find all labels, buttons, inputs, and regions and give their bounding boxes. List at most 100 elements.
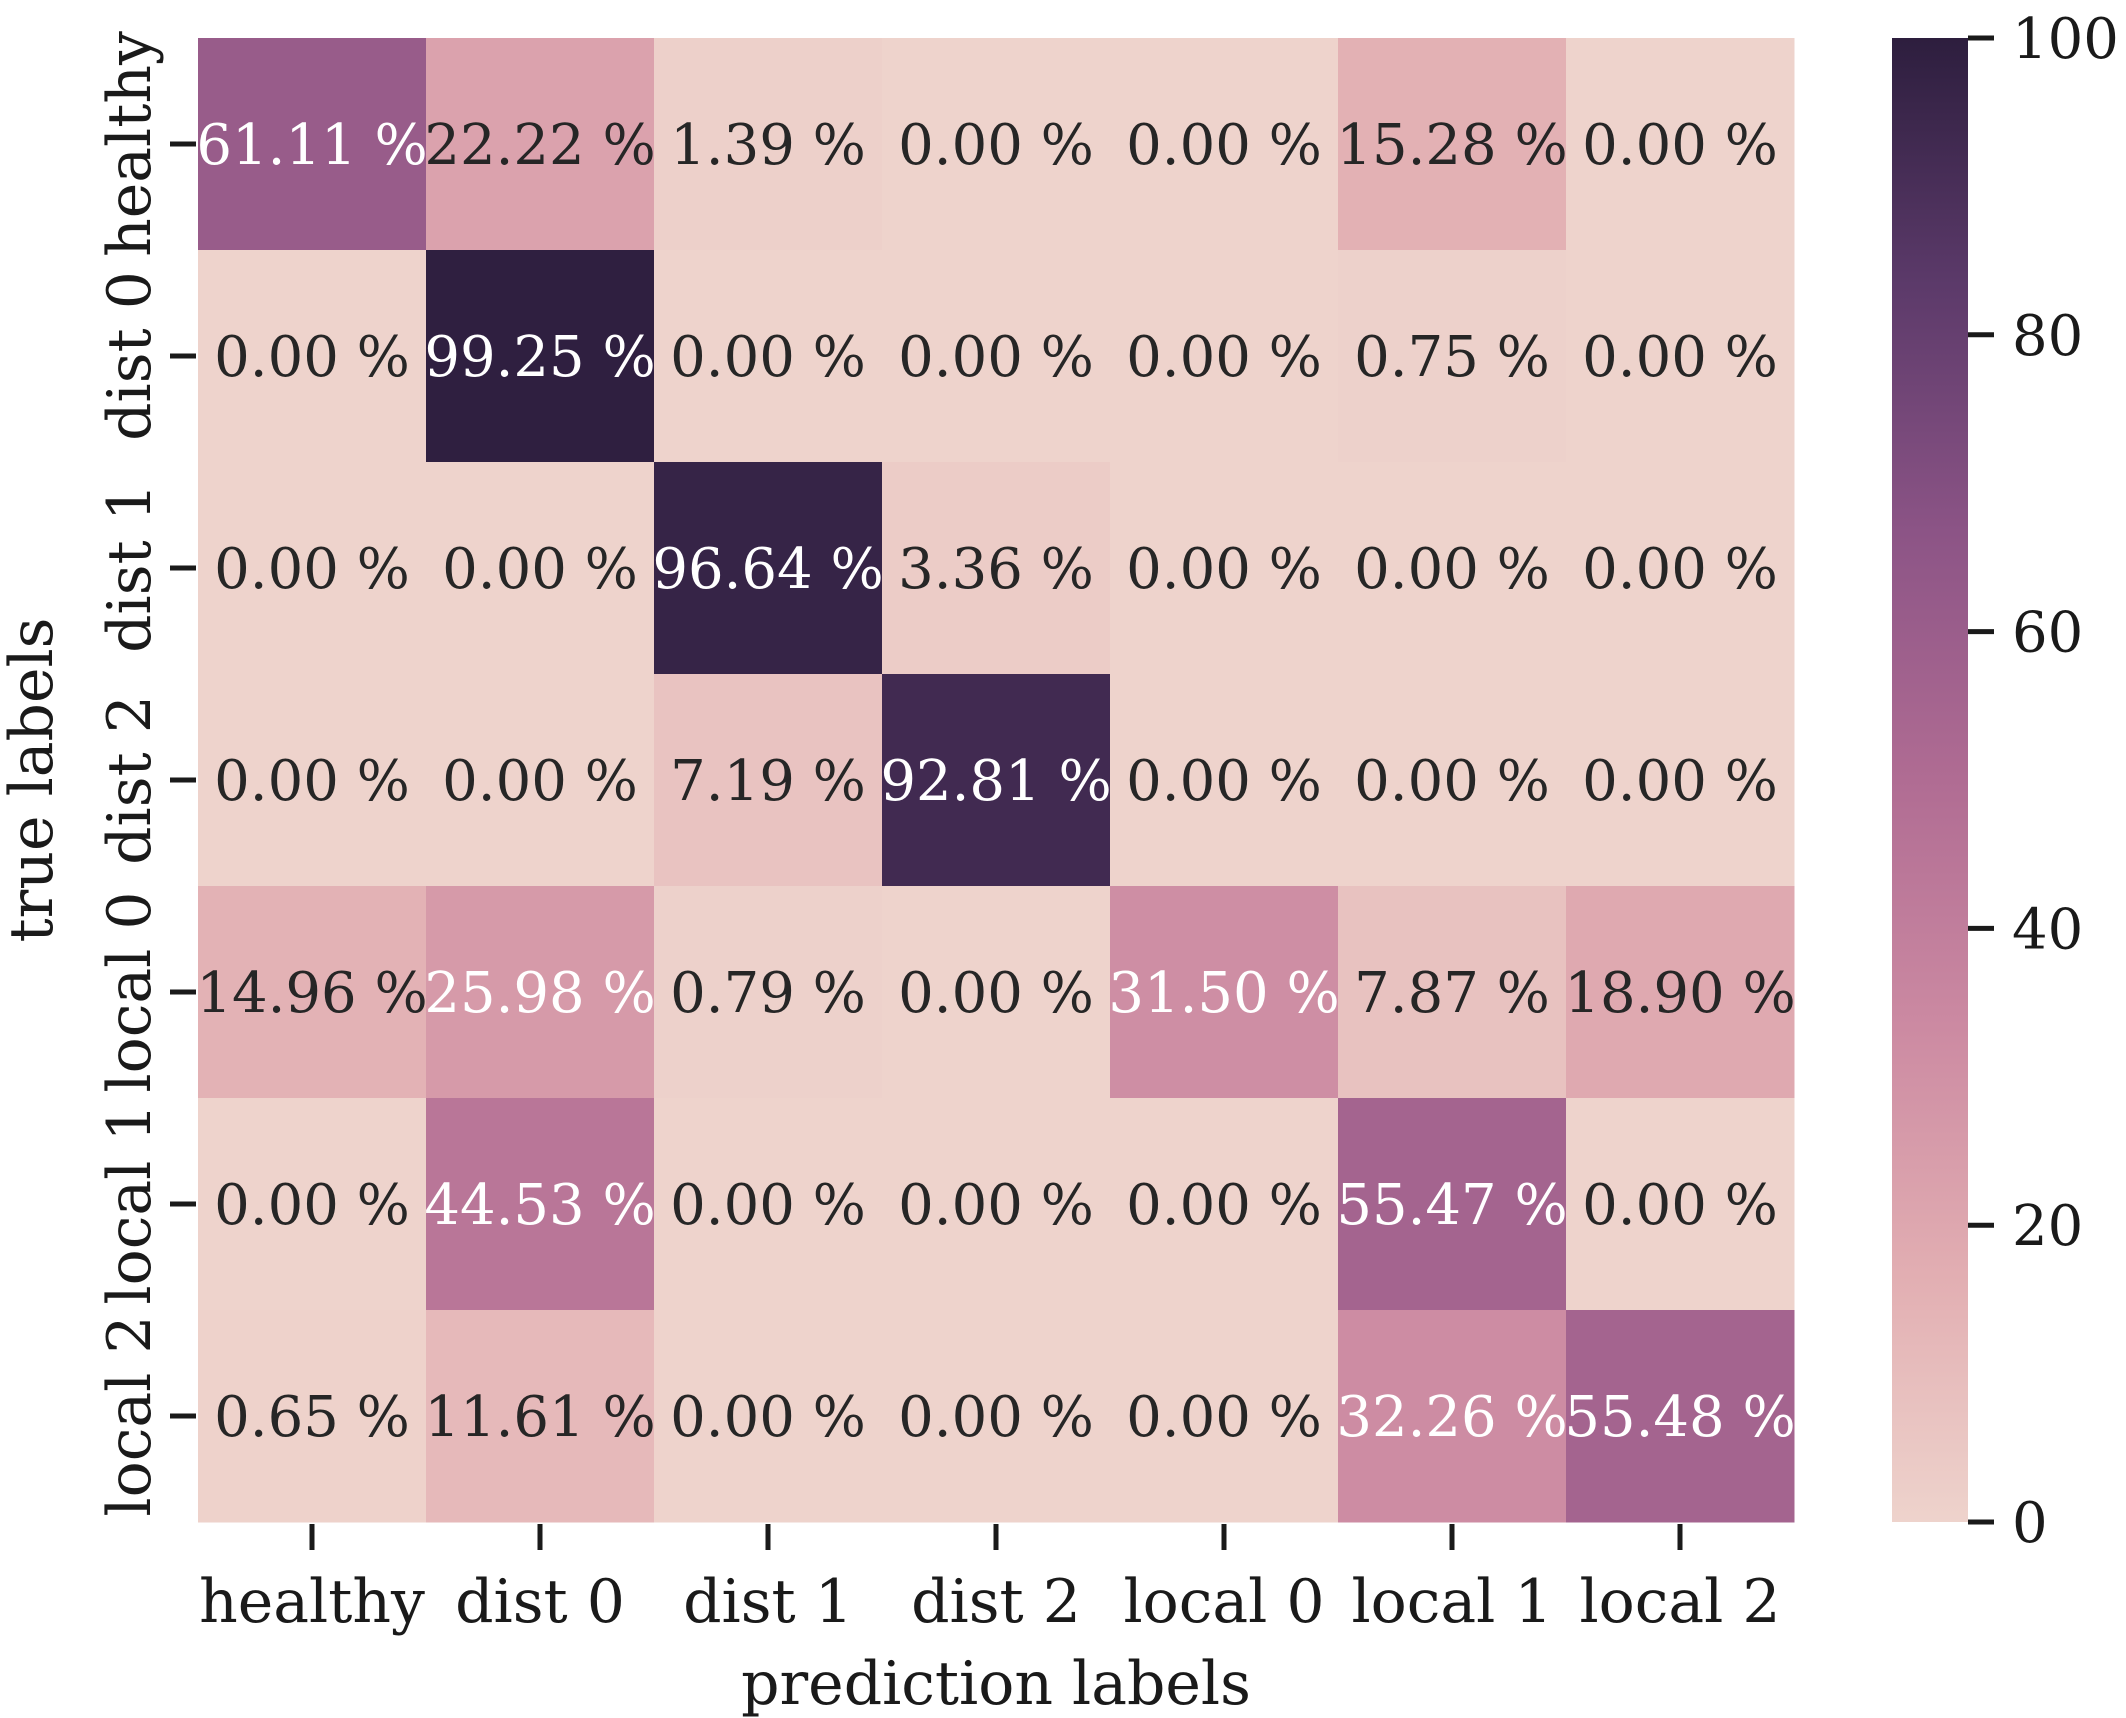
heatmap-cell — [198, 38, 427, 251]
colorbar: 0 20 40 60 80 100 — [1892, 7, 2119, 1556]
heatmap-cell — [1566, 250, 1795, 463]
heatmap-cell — [882, 674, 1111, 887]
cell-value-label: 96.64 % — [652, 537, 883, 602]
heatmap-cell — [198, 250, 427, 463]
cell-value-label: 11.61 % — [424, 1385, 655, 1450]
heatmap-cell — [882, 38, 1111, 251]
x-tick-label: healthy — [199, 1567, 425, 1637]
heatmap-cell — [1110, 674, 1339, 887]
heatmap-cell — [426, 250, 655, 463]
cell-value-label: 99.25 % — [424, 325, 655, 390]
heatmap-cell — [198, 674, 427, 887]
y-tick-label: local 0 — [95, 891, 165, 1092]
heatmap-cell — [426, 1310, 655, 1523]
heatmap-cell — [1338, 1310, 1567, 1523]
cell-value-label: 0.00 % — [214, 1173, 410, 1238]
colorbar-tick-label: 20 — [2012, 1194, 2083, 1259]
y-tick-label: dist 0 — [95, 271, 165, 441]
heatmap-cell — [1338, 462, 1567, 675]
cell-value-label: 0.00 % — [214, 325, 410, 390]
cell-value-label: 0.00 % — [214, 537, 410, 602]
x-axis-title: prediction labels — [741, 1649, 1251, 1718]
heatmap-cell — [654, 38, 883, 251]
heatmap-cell — [1566, 1098, 1795, 1311]
cell-value-label: 0.00 % — [898, 113, 1094, 178]
heatmap-cell — [426, 38, 655, 251]
heatmap-cell — [882, 1310, 1111, 1523]
cell-value-label: 0.00 % — [670, 1173, 866, 1238]
x-tick-label: local 0 — [1123, 1567, 1324, 1637]
cell-value-label: 0.00 % — [442, 749, 638, 814]
cell-value-label: 0.00 % — [898, 1385, 1094, 1450]
cell-value-label: 3.36 % — [898, 537, 1094, 602]
heatmap-cell — [198, 886, 427, 1099]
cell-value-label: 0.00 % — [898, 1173, 1094, 1238]
heatmap-cell — [198, 1310, 427, 1523]
cell-value-label: 55.47 % — [1336, 1173, 1567, 1238]
cell-value-label: 7.19 % — [670, 749, 866, 814]
heatmap-cell — [1110, 1310, 1339, 1523]
cell-value-label: 0.00 % — [1126, 325, 1322, 390]
colorbar-tick-label: 60 — [2012, 601, 2083, 666]
colorbar-ticks: 0 20 40 60 80 100 — [1968, 7, 2119, 1556]
heatmap-cell — [1566, 1310, 1795, 1523]
cell-value-label: 7.87 % — [1354, 961, 1550, 1026]
cell-value-label: 0.00 % — [1126, 113, 1322, 178]
colorbar-tick-label: 40 — [2012, 897, 2083, 962]
x-axis: healthy dist 0 dist 1 dist 2 local 0 local 1 l… — [199, 1524, 1781, 1637]
heatmap-cell — [654, 674, 883, 887]
heatmap-cell — [654, 886, 883, 1099]
cell-value-label: 92.81 % — [880, 749, 1111, 814]
cell-value-label: 55.48 % — [1564, 1385, 1795, 1450]
cell-value-label: 0.00 % — [898, 325, 1094, 390]
cell-value-label: 0.00 % — [1582, 1173, 1778, 1238]
cell-value-label: 0.00 % — [1126, 537, 1322, 602]
colorbar-gradient — [1892, 38, 1968, 1522]
cell-value-label: 0.00 % — [670, 325, 866, 390]
cell-value-label: 25.98 % — [424, 961, 655, 1026]
cell-value-label: 15.28 % — [1336, 113, 1567, 178]
heatmap-cell-labels: 61.11 %22.22 % 1.39 % 0.00 % 0.00 % 15.28 % 0… — [196, 113, 1795, 1450]
y-tick-label: dist 2 — [95, 695, 165, 865]
y-tick-label: healthy — [95, 31, 165, 257]
heatmap-cell — [882, 250, 1111, 463]
cell-value-label: 0.00 % — [898, 961, 1094, 1026]
heatmap-cell — [198, 462, 427, 675]
heatmap-cells — [198, 38, 1795, 1523]
cell-value-label: 0.00 % — [214, 749, 410, 814]
y-tick-label: local 2 — [95, 1315, 165, 1516]
cell-value-label: 1.39 % — [670, 113, 866, 178]
cell-value-label: 0.00 % — [1582, 113, 1778, 178]
colorbar-tick-label: 80 — [2012, 304, 2083, 369]
cell-value-label: 14.96 % — [196, 961, 427, 1026]
colorbar-tick-label: 100 — [2012, 7, 2119, 72]
cell-value-label: 0.00 % — [1582, 325, 1778, 390]
heatmap-cell — [1338, 1098, 1567, 1311]
cell-value-label: 0.79 % — [670, 961, 866, 1026]
cell-value-label: 0.00 % — [1126, 1173, 1322, 1238]
y-tick-label: dist 1 — [95, 483, 165, 653]
cell-value-label: 0.00 % — [1126, 749, 1322, 814]
cell-value-label: 0.00 % — [442, 537, 638, 602]
x-tick-label: dist 0 — [455, 1567, 625, 1637]
heatmap-cell — [1110, 1098, 1339, 1311]
cell-value-label: 32.26 % — [1336, 1385, 1567, 1450]
heatmap-cell — [1338, 674, 1567, 887]
heatmap-cell — [654, 462, 883, 675]
cell-value-label: 0.00 % — [1582, 749, 1778, 814]
heatmap-cell — [654, 250, 883, 463]
heatmap-cell — [426, 462, 655, 675]
cell-value-label: 22.22 % — [424, 113, 655, 178]
cell-value-label: 18.90 % — [1564, 961, 1795, 1026]
cell-value-label: 0.00 % — [1354, 537, 1550, 602]
cell-value-label: 0.00 % — [1354, 749, 1550, 814]
y-tick-label: local 1 — [95, 1103, 165, 1304]
cell-value-label: 0.00 % — [1126, 1385, 1322, 1450]
heatmap-cell — [654, 1098, 883, 1311]
cell-value-label: 0.65 % — [214, 1385, 410, 1450]
cell-value-label: 0.75 % — [1354, 325, 1550, 390]
heatmap-cell — [654, 1310, 883, 1523]
heatmap-cell — [1110, 462, 1339, 675]
y-axis: healthy dist 0 dist 1 dist 2 local 0 local 1 l… — [95, 31, 196, 1517]
